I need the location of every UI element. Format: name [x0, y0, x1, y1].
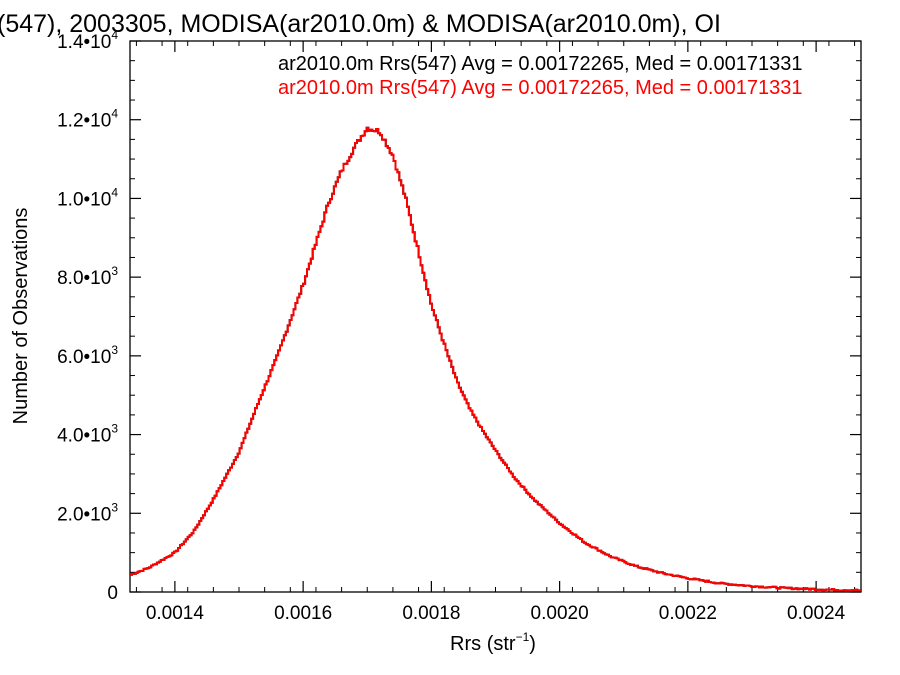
- y-tick-label: 1.2•104: [57, 107, 118, 132]
- y-tick-label: 8.0•103: [57, 264, 118, 289]
- x-tick-label: 0.0016: [274, 603, 332, 624]
- x-tick-label: 0.0020: [531, 603, 589, 624]
- y-tick-label: 2.0•103: [57, 500, 118, 525]
- y-tick-label: 1.0•104: [57, 185, 118, 210]
- y-tick-label-exponent: 4: [111, 185, 118, 199]
- y-tick-label-exponent: 4: [111, 28, 118, 42]
- y-axis-ticks: 02.0•1034.0•1036.0•1038.0•1031.0•1041.2•…: [57, 28, 861, 604]
- y-tick-label: 6.0•103: [57, 343, 118, 368]
- y-tick-label-exponent: 3: [111, 422, 118, 436]
- histogram-series-red: [130, 126, 862, 592]
- x-axis-label-exponent: −1: [516, 630, 530, 644]
- y-tick-label: 4.0•103: [57, 422, 118, 447]
- x-tick-label: 0.0024: [787, 603, 846, 624]
- x-axis-label: Rrs (str−1): [450, 630, 536, 655]
- stats-annotation-black: ar2010.0m Rrs(547) Avg = 0.00172265, Med…: [278, 53, 802, 75]
- x-tick-label: 0.0018: [402, 603, 460, 624]
- chart-title: (547), 2003305, MODISA(ar2010.0m) & MODI…: [0, 10, 721, 38]
- y-tick-label-exponent: 3: [111, 264, 118, 278]
- y-tick-label: 1.4•104: [57, 28, 118, 53]
- y-axis-label: Number of Observations: [10, 208, 32, 425]
- y-tick-label-exponent: 3: [111, 500, 118, 514]
- y-tick-label: 0: [107, 583, 118, 604]
- y-tick-label-exponent: 3: [111, 343, 118, 357]
- x-axis-label-main: Rrs (str: [450, 633, 516, 655]
- plot-frame: [129, 40, 862, 593]
- y-tick-label-exponent: 4: [111, 107, 118, 121]
- y-tick-label-mantissa: 4.0•10: [57, 426, 111, 447]
- y-tick-label-mantissa: 2.0•10: [57, 504, 111, 525]
- series-layer: [130, 126, 862, 592]
- y-tick-label-mantissa: 6.0•10: [57, 347, 111, 368]
- stats-annotation-red: ar2010.0m Rrs(547) Avg = 0.00172265, Med…: [278, 77, 802, 99]
- y-tick-label-mantissa: 0: [107, 583, 118, 604]
- y-tick-label-mantissa: 8.0•10: [57, 268, 111, 289]
- plot-frame-rect: [129, 40, 862, 593]
- x-tick-label: 0.0022: [659, 603, 717, 624]
- x-tick-label: 0.0014: [146, 603, 205, 624]
- x-axis-label-close: ): [529, 633, 536, 655]
- y-tick-label-mantissa: 1.0•10: [57, 189, 111, 210]
- x-axis-ticks: 0.0014 0.0016 0.0018 0.0020 0.0022 0.0024: [135, 41, 856, 624]
- y-tick-label-mantissa: 1.4•10: [57, 32, 111, 53]
- y-tick-label-mantissa: 1.2•10: [57, 111, 111, 132]
- histogram-series-black: [130, 126, 862, 592]
